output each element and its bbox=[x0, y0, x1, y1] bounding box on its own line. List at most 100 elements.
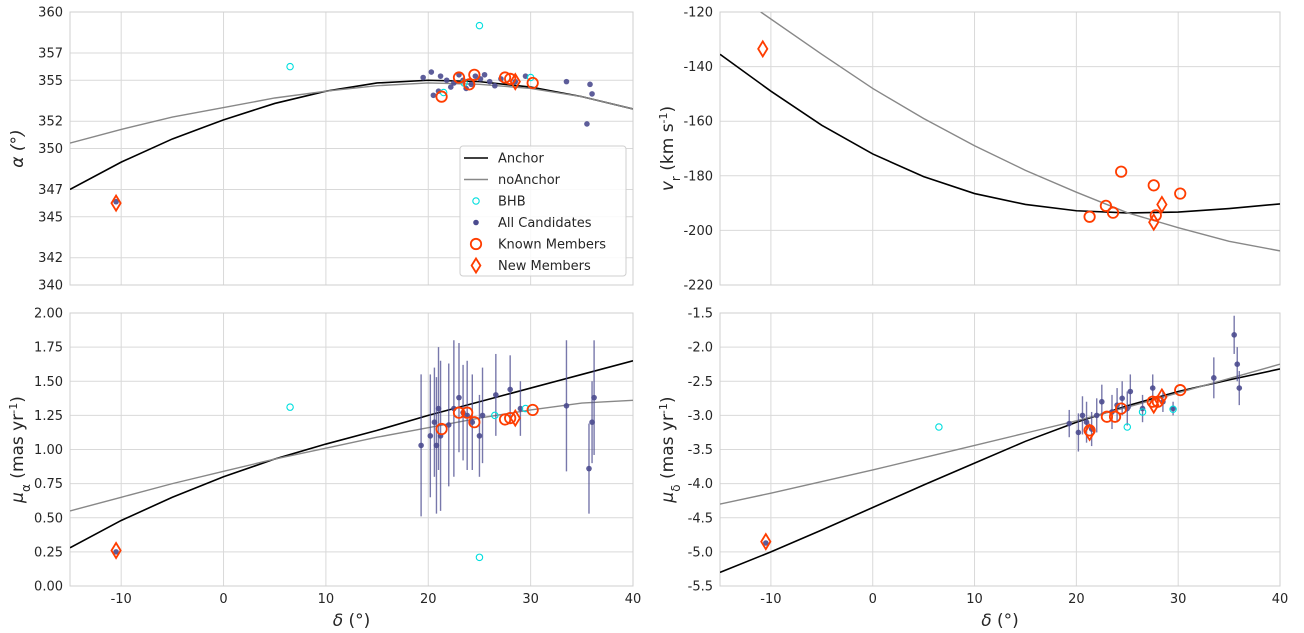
point-candidate bbox=[456, 394, 462, 401]
point-known-member bbox=[1174, 384, 1187, 397]
point-known-member bbox=[1099, 199, 1112, 212]
y-tick-label: -160 bbox=[683, 115, 713, 130]
point-candidate bbox=[468, 81, 475, 88]
x-tick-label: 10 bbox=[966, 592, 983, 607]
point-candidate bbox=[420, 74, 426, 81]
point-candidate bbox=[486, 78, 493, 85]
point-known-member bbox=[504, 412, 517, 425]
y-tick-label: 0.75 bbox=[34, 477, 63, 492]
point-new-member bbox=[1148, 395, 1160, 415]
y-tick-label: 342 bbox=[38, 251, 63, 266]
point-candidate bbox=[443, 77, 450, 84]
legend-label: BHB bbox=[498, 195, 526, 210]
x-axis-label: δ (°) bbox=[981, 611, 1019, 631]
y-tick-label: 1.75 bbox=[34, 341, 63, 356]
x-tick-label: 20 bbox=[420, 592, 437, 607]
plot-area bbox=[720, 12, 1280, 252]
y-tick-label: 345 bbox=[38, 210, 63, 225]
point-known-member bbox=[1149, 209, 1162, 222]
point-known-member bbox=[452, 71, 466, 84]
point-candidate bbox=[492, 82, 498, 89]
y-tick-label: -2.0 bbox=[688, 341, 713, 356]
plot-frame bbox=[69, 11, 634, 286]
point-known-member bbox=[1083, 210, 1096, 223]
legend-swatch-new bbox=[470, 256, 482, 275]
point-known-member bbox=[1115, 402, 1128, 415]
point-candidate bbox=[1093, 412, 1100, 419]
point-bhb bbox=[491, 411, 499, 420]
point-known-member bbox=[1147, 179, 1160, 192]
point-candidate bbox=[1211, 375, 1217, 381]
y-tick-label: -5.0 bbox=[688, 545, 713, 560]
y-axis-label: μδ (mas yr-1) bbox=[657, 396, 684, 503]
point-known-member bbox=[526, 76, 539, 90]
point-known-member bbox=[452, 406, 466, 419]
point-known-member bbox=[435, 90, 448, 103]
point-candidate bbox=[517, 405, 524, 412]
point-candidate bbox=[763, 540, 769, 546]
series-line-noanchor bbox=[70, 399, 633, 512]
y-tick-label: -3.0 bbox=[688, 409, 713, 424]
y-tick-label: 352 bbox=[38, 115, 63, 130]
point-candidate bbox=[1231, 332, 1237, 338]
series-line-noanchor bbox=[720, 363, 1280, 505]
y-tick-label: -4.5 bbox=[688, 511, 713, 526]
point-candidate bbox=[1099, 398, 1105, 405]
point-bhb bbox=[475, 21, 484, 30]
y-tick-label: 355 bbox=[38, 74, 63, 89]
point-bhb bbox=[286, 62, 294, 71]
point-candidate bbox=[493, 392, 499, 398]
point-candidate bbox=[479, 412, 486, 419]
point-bhb bbox=[475, 553, 484, 562]
series-line-anchor bbox=[720, 53, 1280, 214]
y-axis-label: μα (mas yr-1) bbox=[7, 396, 34, 504]
y-tick-label: 1.25 bbox=[34, 409, 63, 424]
x-tick-label: 30 bbox=[1170, 592, 1187, 607]
point-candidate bbox=[591, 394, 597, 401]
point-known-member bbox=[498, 413, 512, 426]
legend-label: Known Members bbox=[498, 238, 606, 253]
point-known-member bbox=[498, 71, 512, 84]
y-axis-label: vr (km s-1) bbox=[657, 106, 684, 191]
point-candidate bbox=[1083, 419, 1090, 426]
point-candidate bbox=[507, 386, 513, 393]
point-bhb bbox=[1123, 423, 1132, 431]
y-tick-label: -1.5 bbox=[688, 307, 713, 322]
point-known-member bbox=[468, 68, 481, 81]
y-tick-label: -180 bbox=[683, 169, 713, 184]
x-tick-label: -10 bbox=[111, 592, 132, 607]
y-tick-label: -120 bbox=[683, 6, 713, 21]
point-candidate bbox=[1149, 385, 1156, 391]
point-candidate bbox=[447, 84, 454, 90]
point-candidate bbox=[1236, 385, 1243, 391]
x-tick-label: 0 bbox=[219, 592, 227, 607]
point-new-member bbox=[1148, 212, 1160, 232]
point-bhb bbox=[1138, 408, 1147, 416]
y-tick-label: -200 bbox=[683, 224, 713, 239]
plot-area bbox=[70, 340, 633, 562]
point-candidate bbox=[472, 73, 479, 79]
y-tick-label: 0.00 bbox=[34, 580, 63, 595]
point-candidate bbox=[589, 91, 595, 97]
series-line-noanchor bbox=[70, 82, 633, 144]
point-candidate bbox=[476, 433, 483, 439]
series-line-anchor bbox=[70, 360, 633, 549]
plot-frame bbox=[69, 312, 634, 587]
legend-label: Anchor bbox=[498, 152, 544, 167]
y-axis-label: α (°) bbox=[8, 129, 28, 167]
y-tick-label: -5.5 bbox=[688, 580, 713, 595]
point-candidate bbox=[428, 69, 435, 75]
legend-swatch-bhb bbox=[472, 197, 480, 205]
point-candidate bbox=[586, 465, 592, 472]
y-tick-label: -4.0 bbox=[688, 477, 713, 492]
x-tick-label: -10 bbox=[760, 592, 781, 607]
y-tick-label: 347 bbox=[38, 183, 63, 198]
y-tick-label: 2.00 bbox=[34, 307, 63, 322]
point-candidate bbox=[1075, 429, 1082, 436]
point-candidate bbox=[1066, 420, 1073, 427]
point-new-member bbox=[1156, 195, 1168, 214]
point-candidate bbox=[587, 81, 593, 88]
point-known-member bbox=[1106, 206, 1120, 219]
x-tick-label: 40 bbox=[1272, 592, 1289, 607]
point-candidate bbox=[1079, 412, 1086, 419]
